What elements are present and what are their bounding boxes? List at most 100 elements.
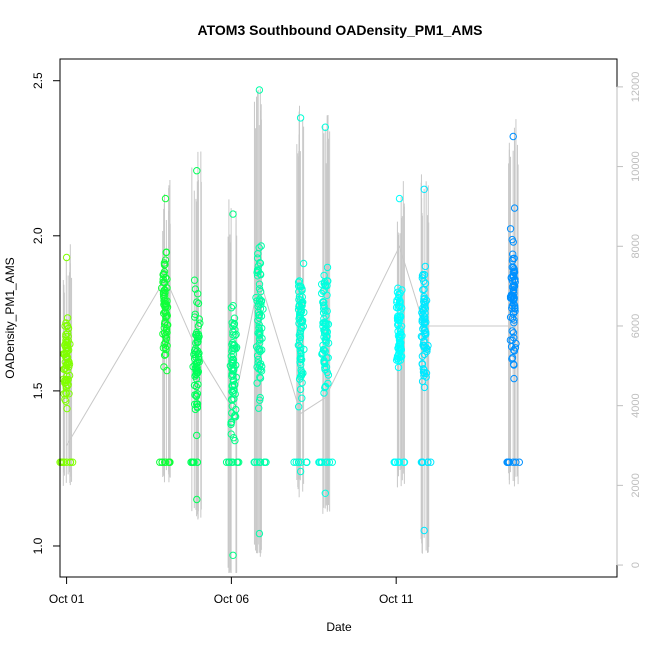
data-point <box>296 310 304 318</box>
data-point <box>323 458 331 466</box>
data-point <box>62 339 70 347</box>
data-point <box>298 379 306 387</box>
data-point <box>63 322 72 330</box>
data-point <box>315 458 323 466</box>
data-point <box>398 332 406 340</box>
y2-tick-label: 12000 <box>630 72 642 103</box>
data-point <box>193 400 201 408</box>
data-point <box>191 313 199 321</box>
data-point <box>163 321 171 329</box>
data-point <box>395 458 404 466</box>
data-point <box>295 282 303 290</box>
data-point <box>63 359 72 367</box>
data-point <box>159 275 167 283</box>
y-axis: 1.0 1.5 2.0 2.5 <box>31 72 61 554</box>
data-point <box>297 323 305 331</box>
data-point <box>418 377 427 386</box>
data-point <box>295 403 303 411</box>
data-point <box>225 458 234 466</box>
data-point <box>61 376 69 385</box>
data-point <box>397 322 406 330</box>
x-tick-label: Oct 06 <box>214 592 250 606</box>
data-point <box>253 266 262 275</box>
data-point <box>417 332 426 341</box>
data-point <box>233 458 241 466</box>
data-point <box>320 389 328 397</box>
data-point <box>295 458 303 466</box>
data-point <box>395 336 404 344</box>
data-point <box>324 379 332 388</box>
data-point <box>508 283 517 291</box>
data-point <box>191 310 199 318</box>
y-tick-label: 2.5 <box>31 72 45 89</box>
data-point <box>160 259 169 267</box>
data-point <box>320 315 328 323</box>
data-point <box>62 458 71 466</box>
data-point <box>420 343 428 351</box>
data-point <box>294 341 303 349</box>
y-axis-label: OADensity_PM1_AMS <box>3 257 17 378</box>
data-point <box>161 291 169 299</box>
data-point <box>255 244 263 252</box>
data-point <box>193 333 201 341</box>
y-tick-label: 1.5 <box>31 382 45 399</box>
data-point <box>299 369 307 377</box>
data-point <box>395 291 403 299</box>
data-point <box>506 225 515 233</box>
data-point <box>296 114 305 122</box>
data-point <box>228 340 236 349</box>
data-point <box>160 299 169 307</box>
data-point <box>509 458 517 466</box>
data-point <box>294 278 303 286</box>
data-point <box>299 259 308 268</box>
data-point <box>510 319 518 327</box>
data-point <box>419 458 427 466</box>
data-point <box>297 356 306 364</box>
data-point <box>509 308 518 316</box>
data-point <box>298 370 306 379</box>
data-point <box>323 263 332 272</box>
data-point <box>296 334 304 342</box>
data-point <box>321 123 329 131</box>
data-point <box>194 290 202 298</box>
data-point <box>510 204 519 212</box>
data-point <box>420 295 428 303</box>
data-point <box>62 389 71 398</box>
data-point <box>395 341 403 349</box>
data-point <box>255 323 263 332</box>
data-point <box>229 386 237 394</box>
data-point <box>256 374 265 382</box>
data-point <box>424 458 432 466</box>
data-point <box>321 347 329 355</box>
data-point <box>395 334 404 342</box>
data-point <box>190 381 199 390</box>
data-point <box>161 458 170 466</box>
data-point <box>510 295 518 303</box>
data-point <box>321 363 329 372</box>
y2-tick-label: 8000 <box>630 234 642 258</box>
data-point <box>508 263 516 271</box>
data-point <box>193 167 201 175</box>
data-point <box>294 306 303 314</box>
data-point <box>296 327 305 335</box>
data-point <box>297 458 305 466</box>
data-point <box>163 275 171 283</box>
data-point <box>228 382 236 390</box>
data-point <box>321 489 329 497</box>
data-point <box>509 132 517 141</box>
data-point <box>393 354 401 362</box>
data-point <box>227 419 235 427</box>
data-point <box>420 185 428 194</box>
data-point <box>509 360 518 368</box>
secondary-series-layer <box>62 88 519 573</box>
data-point <box>228 359 236 368</box>
data-point <box>394 284 402 292</box>
data-point <box>62 375 70 383</box>
data-point <box>232 330 240 339</box>
data-point <box>63 314 72 322</box>
data-point <box>193 298 201 306</box>
data-point <box>192 328 201 337</box>
data-point <box>507 274 515 282</box>
data-point <box>57 458 65 466</box>
data-point <box>254 308 263 316</box>
